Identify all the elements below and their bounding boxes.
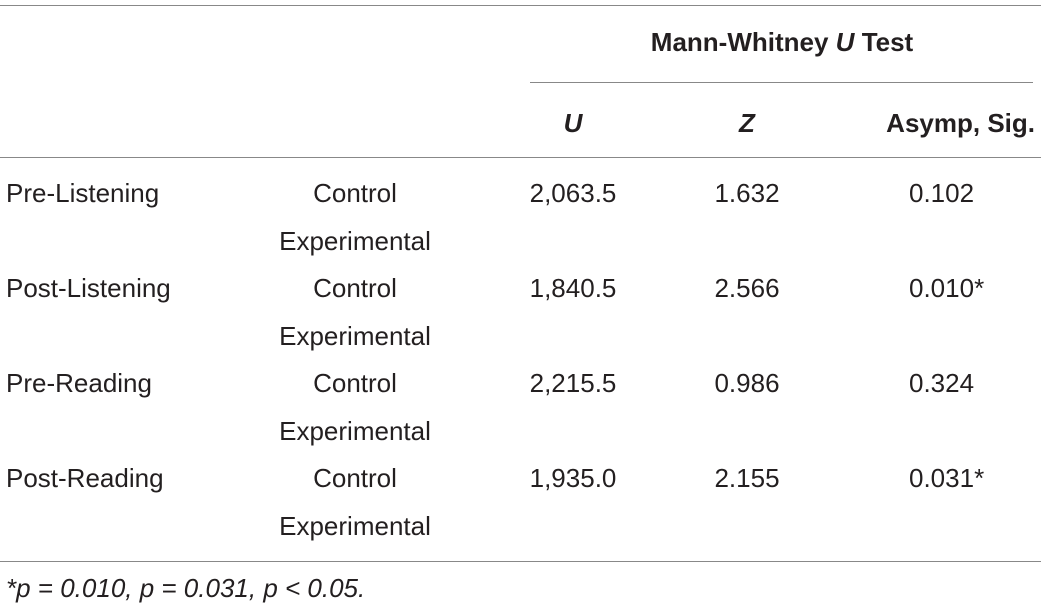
column-header: Asymp, Sig. [886, 108, 1035, 138]
group-label: Control [313, 368, 397, 398]
footnote: *p = 0.010, p = 0.031, p < 0.05. [6, 573, 366, 603]
top-rule [0, 5, 1041, 6]
row-label: Post-Reading [6, 463, 164, 493]
group-label: Experimental [279, 226, 431, 256]
sig-value: 0.324 [909, 368, 975, 398]
u-value: 2,215.5 [529, 368, 617, 398]
row-label: Post-Listening [6, 273, 171, 303]
u-value: 1,935.0 [529, 463, 617, 493]
group-label: Control [313, 463, 397, 493]
z-value: 2.155 [714, 463, 780, 493]
group-label: Control [313, 273, 397, 303]
group-label: Control [313, 178, 397, 208]
row-label: Pre-Listening [6, 178, 160, 208]
column-header: U [563, 108, 583, 138]
bottom-rule [0, 561, 1041, 562]
header-text: Mann-Whitney [650, 27, 829, 57]
sig-value: 0.010* [909, 273, 985, 303]
z-value: 1.632 [714, 178, 780, 208]
group-label: Experimental [279, 416, 431, 446]
column-header: Z [739, 108, 755, 138]
z-value: 2.566 [714, 273, 780, 303]
z-value: 0.986 [714, 368, 780, 398]
header-text: Test [861, 27, 914, 57]
sig-value: 0.031* [909, 463, 985, 493]
group-header: Mann-Whitney U Test [651, 27, 913, 57]
u-value: 2,063.5 [529, 178, 617, 208]
group-label: Experimental [279, 511, 431, 541]
header-text: U [835, 27, 855, 57]
u-value: 1,840.5 [529, 273, 617, 303]
row-label: Pre-Reading [6, 368, 152, 398]
sig-value: 0.102 [909, 178, 975, 208]
group-label: Experimental [279, 321, 431, 351]
header-bottom-rule [0, 157, 1041, 158]
header-rule [530, 82, 1033, 83]
